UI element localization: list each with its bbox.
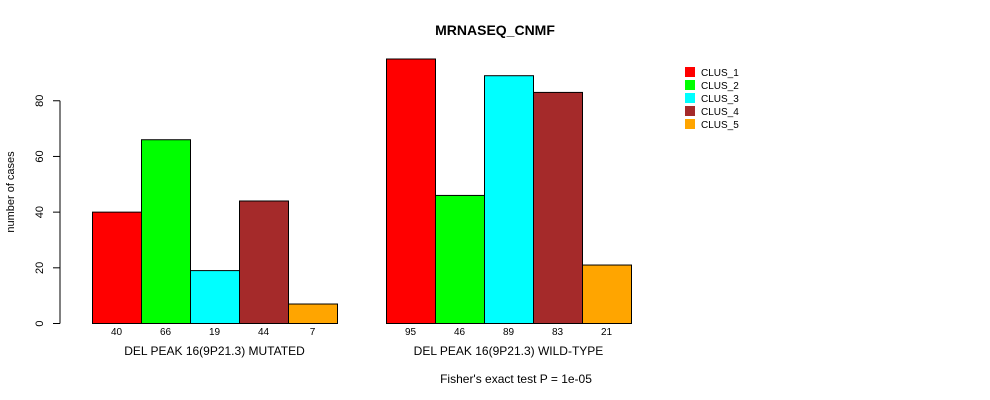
group-label: DEL PEAK 16(9P21.3) MUTATED bbox=[124, 344, 305, 358]
chart-title: MRNASEQ_CNMF bbox=[435, 22, 555, 38]
bar bbox=[435, 194, 485, 324]
legend-label: CLUS_3 bbox=[701, 94, 739, 105]
bar bbox=[92, 211, 142, 324]
footnote: Fisher's exact test P = 1e-05 bbox=[440, 372, 592, 386]
bar bbox=[582, 264, 632, 325]
y-tick-label: 60 bbox=[34, 150, 46, 162]
legend-swatch bbox=[685, 119, 695, 129]
y-tick-label: 20 bbox=[34, 262, 46, 274]
bar bbox=[484, 75, 534, 324]
bars-layer bbox=[92, 58, 632, 325]
legend-label: CLUS_2 bbox=[701, 81, 739, 92]
bar-value-label: 7 bbox=[310, 327, 316, 338]
bar-value-label: 95 bbox=[405, 327, 417, 338]
y-tick-label: 40 bbox=[34, 206, 46, 218]
bar bbox=[533, 91, 583, 325]
bar bbox=[190, 270, 240, 325]
legend-label: CLUS_1 bbox=[701, 68, 739, 79]
bar-value-label: 66 bbox=[160, 327, 172, 338]
y-axis-label: number of cases bbox=[5, 151, 17, 233]
value-labels-layer: 40 66 19 44 7 95 46 89 83 21 bbox=[111, 327, 613, 338]
bar-value-label: 19 bbox=[209, 327, 221, 338]
legend-swatch bbox=[685, 67, 695, 77]
y-axis: 0 20 40 60 80 bbox=[34, 95, 61, 327]
legend-label: CLUS_5 bbox=[701, 120, 739, 131]
group-labels-layer: DEL PEAK 16(9P21.3) MUTATED DEL PEAK 16(9… bbox=[124, 344, 603, 358]
y-tick-label: 80 bbox=[34, 95, 46, 107]
legend-swatch bbox=[685, 93, 695, 103]
y-tick-label: 0 bbox=[34, 320, 46, 326]
bar-value-label: 44 bbox=[258, 327, 270, 338]
bar-value-label: 46 bbox=[454, 327, 466, 338]
bar-value-label: 83 bbox=[552, 327, 564, 338]
bar bbox=[239, 200, 289, 324]
bar bbox=[288, 303, 338, 325]
group-label: DEL PEAK 16(9P21.3) WILD-TYPE bbox=[414, 344, 604, 358]
legend-swatch bbox=[685, 106, 695, 116]
bar-value-label: 89 bbox=[503, 327, 515, 338]
bar-value-label: 21 bbox=[601, 327, 613, 338]
bar bbox=[141, 139, 191, 324]
legend: CLUS_1 CLUS_2 CLUS_3 CLUS_4 CLUS_5 bbox=[685, 67, 739, 131]
legend-label: CLUS_4 bbox=[701, 107, 739, 118]
legend-swatch bbox=[685, 80, 695, 90]
bar-value-label: 40 bbox=[111, 327, 123, 338]
bar bbox=[386, 58, 436, 324]
